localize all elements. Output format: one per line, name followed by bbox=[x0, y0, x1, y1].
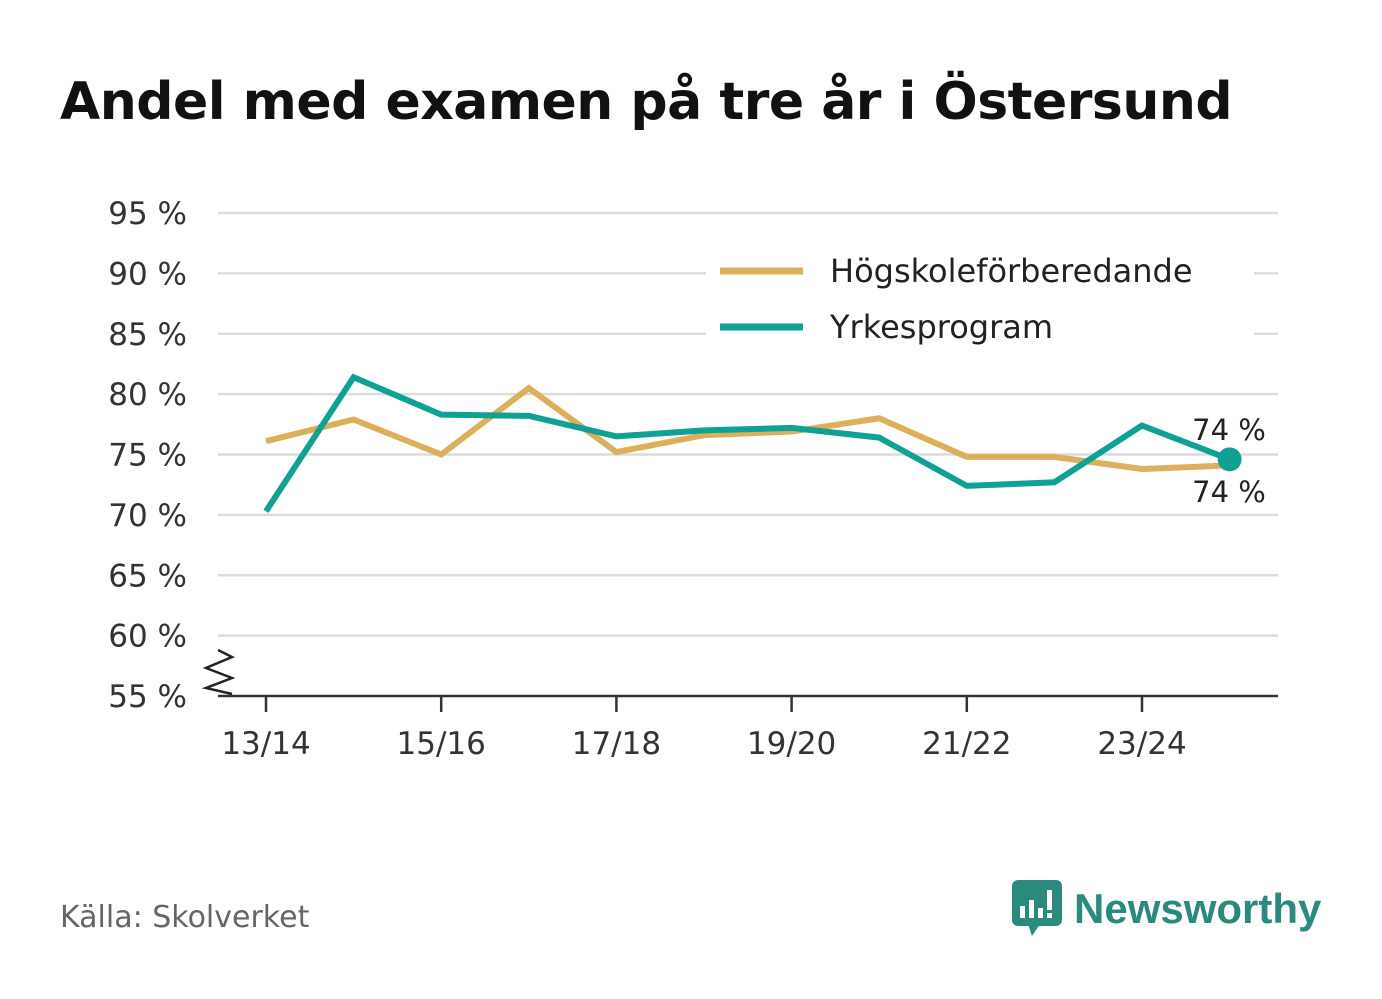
x-tick-label: 17/18 bbox=[572, 726, 661, 762]
end-labels: 74 % 74 % bbox=[1192, 413, 1266, 509]
axis-break-icon bbox=[201, 648, 236, 696]
legend: Högskoleförberedande Yrkesprogram bbox=[706, 248, 1254, 352]
x-tick-label: 19/20 bbox=[747, 726, 836, 762]
y-tick-label: 95 % bbox=[108, 196, 187, 232]
x-axis: 13/14 15/16 17/18 19/20 21/22 23/24 bbox=[201, 648, 1278, 762]
y-tick-label: 65 % bbox=[108, 558, 187, 594]
x-tick-label: 21/22 bbox=[922, 726, 1011, 762]
x-tick-label: 23/24 bbox=[1097, 726, 1186, 762]
y-tick-label: 70 % bbox=[108, 498, 187, 534]
legend-background bbox=[706, 248, 1254, 352]
end-label-yrkesprogram: 74 % bbox=[1192, 413, 1266, 447]
y-tick-label: 55 % bbox=[108, 679, 187, 715]
y-tick-label: 60 % bbox=[108, 619, 187, 655]
series-lines bbox=[263, 373, 1242, 513]
y-tick-label: 75 % bbox=[108, 438, 187, 474]
chart-title: Andel med examen på tre år i Östersund bbox=[60, 72, 1233, 132]
y-tick-label: 90 % bbox=[108, 256, 187, 292]
brand-name: Newsworthy bbox=[1074, 885, 1322, 932]
y-tick-label: 80 % bbox=[108, 377, 187, 413]
series-line-hogskoleforberedande bbox=[265, 384, 1230, 472]
end-label-hogskoleforberedande: 74 % bbox=[1192, 475, 1266, 509]
series-line-yrkesprogram bbox=[263, 373, 1231, 513]
source-note: Källa: Skolverket bbox=[60, 900, 310, 935]
x-tick-label: 13/14 bbox=[221, 726, 310, 762]
x-tick-label: 15/16 bbox=[397, 726, 486, 762]
series-end-marker bbox=[1217, 447, 1242, 472]
legend-label: Högskoleförberedande bbox=[830, 252, 1193, 290]
brand-logo[interactable]: Newsworthy bbox=[1010, 878, 1321, 940]
y-axis-ticks: 95 % 90 % 85 % 80 % 75 % 70 % 65 % 60 % 55 % bbox=[108, 196, 187, 715]
legend-label: Yrkesprogram bbox=[829, 308, 1053, 346]
y-tick-label: 85 % bbox=[108, 317, 187, 353]
newsworthy-icon bbox=[1012, 880, 1062, 936]
